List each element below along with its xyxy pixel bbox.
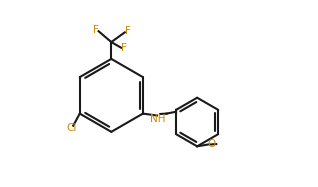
Text: F: F: [121, 43, 127, 53]
Text: F: F: [93, 25, 99, 35]
Text: Cl: Cl: [66, 123, 77, 133]
Text: O: O: [208, 140, 216, 149]
Text: NH: NH: [149, 114, 165, 124]
Text: F: F: [125, 26, 131, 36]
